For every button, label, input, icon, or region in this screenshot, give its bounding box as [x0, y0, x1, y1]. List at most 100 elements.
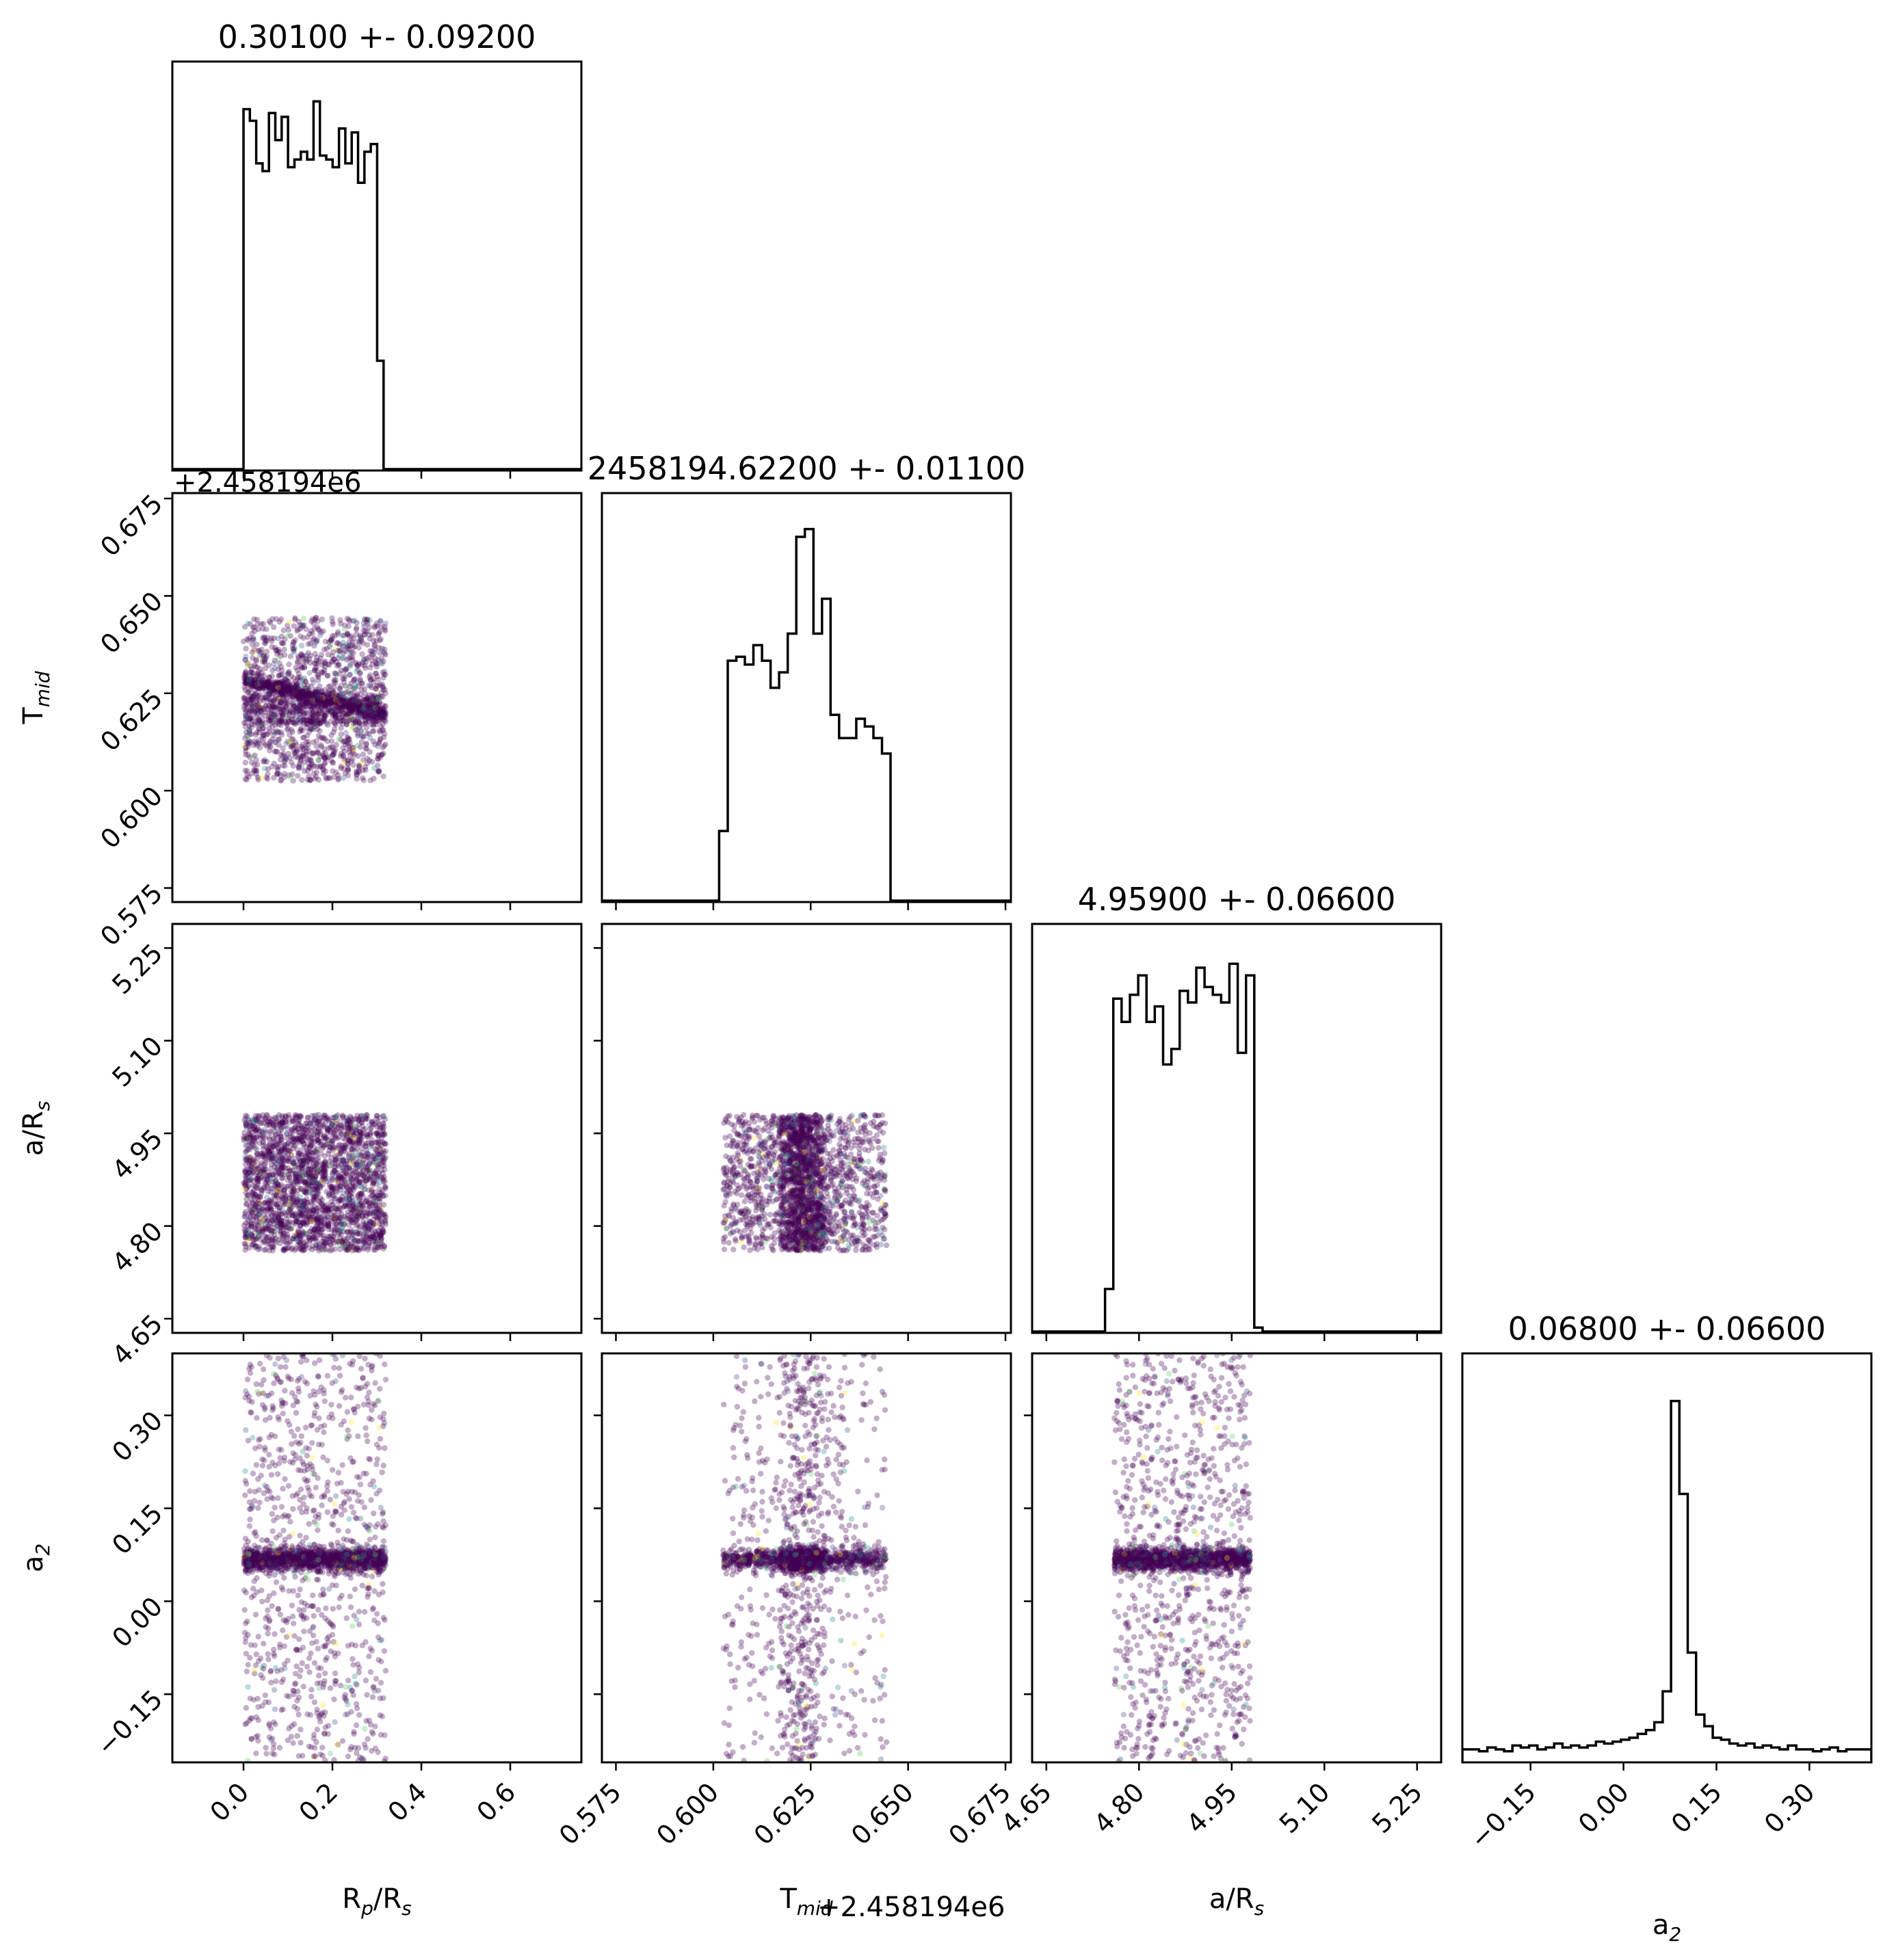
scatter-point — [311, 680, 317, 686]
scatter-point — [363, 1165, 370, 1171]
scatter-point — [266, 684, 272, 691]
scatter-point — [262, 694, 269, 701]
scatter-point — [355, 639, 361, 645]
scatter-point — [301, 719, 307, 726]
scatter-point — [356, 699, 362, 706]
scatter-point — [278, 684, 285, 690]
scatter-point — [248, 666, 255, 672]
scatter-point — [297, 693, 304, 700]
scatter-point — [333, 715, 339, 721]
scatter-point — [292, 689, 298, 696]
scatter-point — [367, 734, 373, 741]
scatter-point — [330, 621, 336, 628]
scatter-point — [267, 1205, 273, 1212]
scatter-point — [298, 690, 304, 697]
scatter-point — [248, 721, 254, 728]
scatter-point — [262, 709, 269, 715]
scatter-point — [339, 697, 345, 704]
scatter-point — [261, 1233, 267, 1239]
scatter-point — [340, 700, 346, 706]
scatter-point — [376, 769, 382, 775]
scatter-point — [369, 648, 375, 654]
scatter-point — [345, 743, 352, 750]
scatter-point — [246, 689, 252, 695]
scatter-point — [266, 685, 272, 691]
scatter-point — [274, 680, 280, 687]
scatter-point — [298, 756, 304, 763]
scatter-point — [331, 1165, 337, 1171]
scatter-point — [370, 637, 377, 644]
scatter-point — [253, 676, 259, 683]
scatter-point — [342, 622, 348, 628]
scatter-point — [340, 650, 347, 656]
scatter-point — [283, 677, 289, 683]
scatter-point — [374, 756, 381, 762]
scatter-point — [335, 698, 342, 704]
scatter-point — [279, 671, 285, 678]
scatter-point — [243, 719, 249, 726]
scatter-point — [366, 624, 373, 631]
scatter-point — [254, 710, 260, 716]
scatter-point — [339, 644, 346, 650]
scatter-point — [328, 698, 334, 704]
scatter-point — [354, 698, 360, 704]
scatter-point — [326, 1150, 332, 1157]
scatter-point — [258, 705, 264, 711]
scatter-point — [298, 663, 304, 670]
scatter-point — [242, 696, 248, 702]
scatter-point — [299, 655, 305, 661]
scatter-point — [324, 698, 330, 705]
scatter-point — [366, 674, 373, 680]
scatter-point — [347, 643, 353, 649]
scatter-point — [371, 649, 378, 656]
scatter-point — [302, 688, 309, 694]
scatter-point — [367, 706, 373, 713]
scatter-point — [278, 664, 285, 670]
scatter-point — [343, 683, 349, 689]
scatter-point — [314, 717, 321, 724]
scatter-point — [326, 698, 332, 705]
scatter-point — [252, 680, 258, 687]
scatter-point — [242, 1208, 249, 1215]
scatter-point — [324, 699, 330, 705]
scatter-point — [262, 659, 268, 665]
scatter-point — [291, 1136, 297, 1142]
scatter-point — [267, 747, 273, 754]
scatter-point — [278, 719, 285, 726]
scatter-point — [245, 677, 251, 683]
scatter-point — [350, 756, 356, 763]
scatter-point — [271, 686, 278, 692]
scatter-point — [265, 635, 271, 641]
scatter-point — [271, 732, 277, 739]
scatter-point — [269, 736, 276, 743]
scatter-point — [265, 683, 272, 689]
scatter-point — [373, 659, 379, 665]
scatter-point — [276, 646, 282, 653]
scatter-point — [276, 685, 282, 691]
scatter-point — [257, 708, 264, 715]
scatter-point — [283, 691, 289, 698]
scatter-point — [287, 710, 293, 716]
scatter-point — [346, 695, 352, 701]
scatter-point — [282, 758, 288, 765]
scatter-point — [255, 685, 261, 691]
scatter-point — [252, 740, 259, 746]
scatter-point — [306, 670, 313, 676]
scatter-point — [261, 758, 267, 765]
scatter-point — [252, 719, 258, 726]
scatter-point — [285, 687, 291, 693]
scatter-point — [373, 663, 380, 670]
scatter-point — [349, 705, 355, 712]
scatter-point — [254, 1152, 261, 1158]
scatter-point — [351, 698, 357, 705]
scatter-point — [322, 768, 329, 775]
scatter-point — [871, 1184, 878, 1190]
scatter-point — [379, 1151, 385, 1158]
scatter-point — [269, 673, 276, 679]
scatter-point — [328, 696, 334, 702]
scatter-point — [322, 698, 328, 705]
scatter-point — [355, 753, 361, 759]
scatter-point — [354, 1245, 360, 1252]
scatter-point — [380, 711, 386, 717]
scatter-point — [261, 732, 267, 739]
